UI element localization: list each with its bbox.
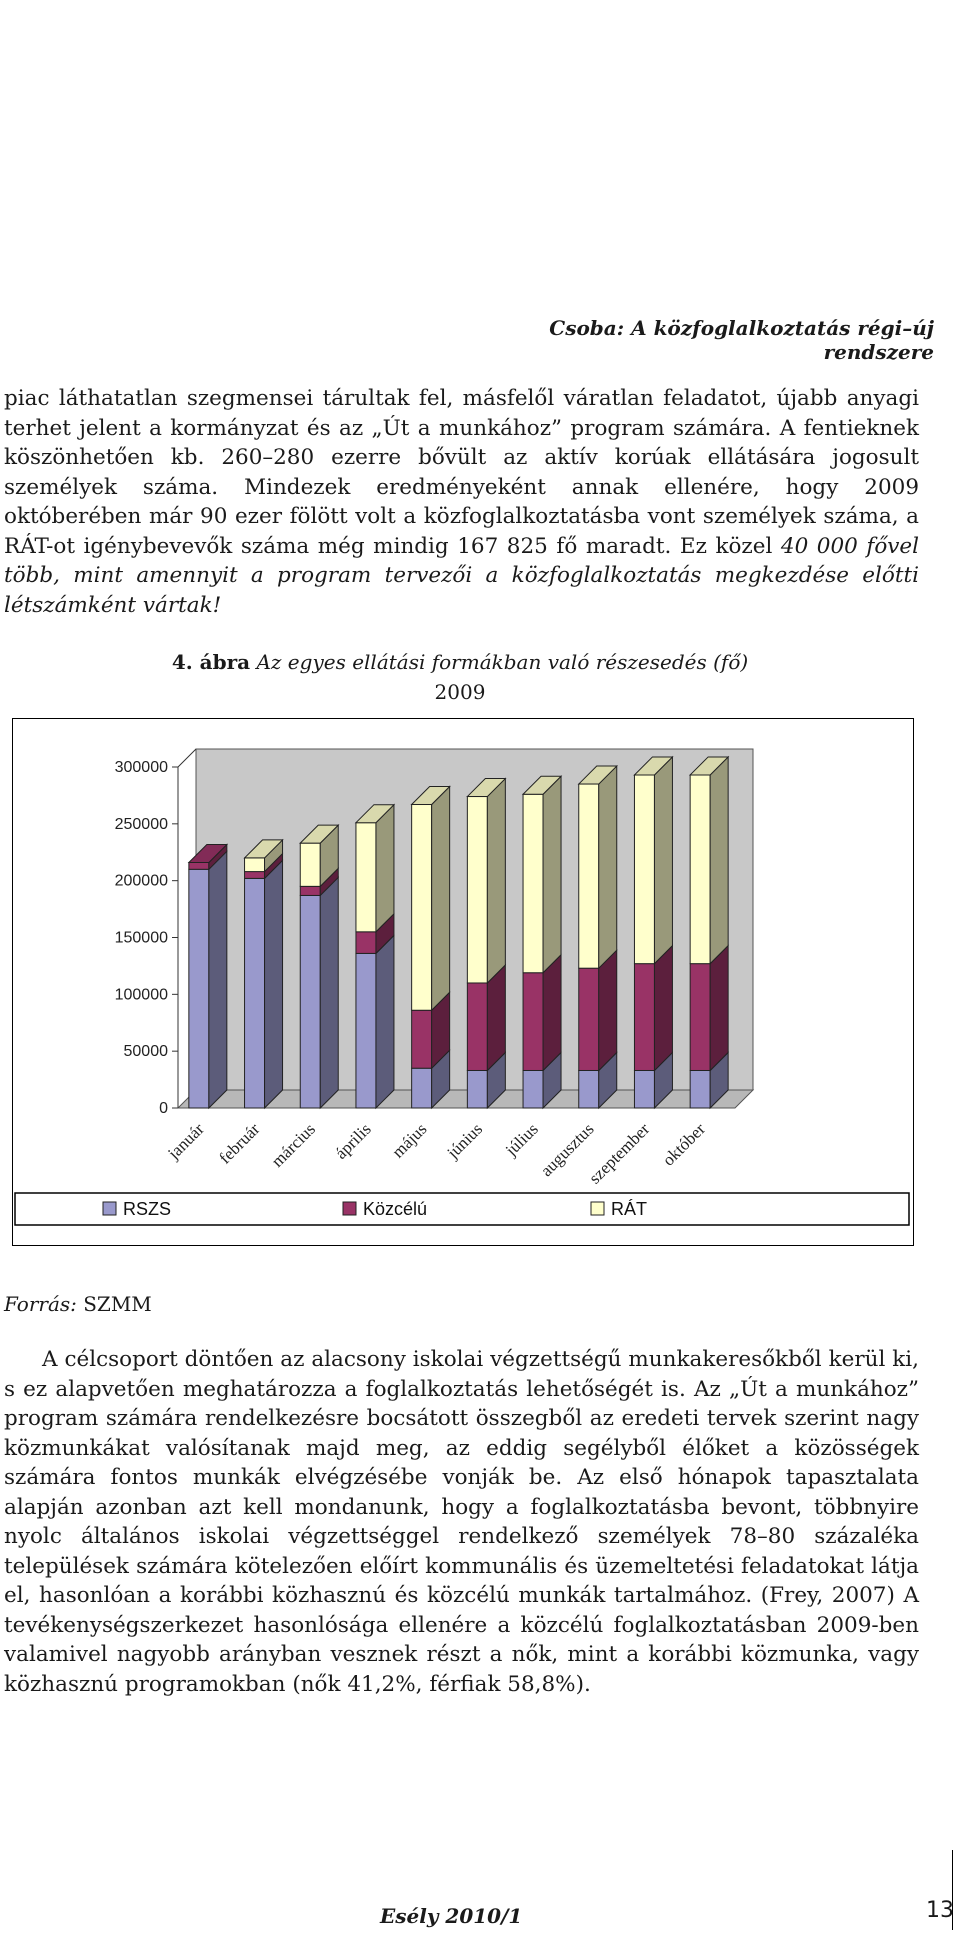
bar-side-rát: [709, 755, 729, 965]
bar-front-rszs: [633, 1069, 655, 1109]
bar-front-rát: [411, 804, 433, 1011]
bar-front-rát: [689, 774, 711, 965]
bar-front-rát: [299, 842, 321, 887]
bar-side-rát: [486, 777, 506, 985]
y-tick-label: 100000: [115, 986, 168, 1003]
x-category-label: február: [215, 1119, 263, 1167]
legend-label-rát: RÁT: [611, 1199, 647, 1219]
paragraph-1-text: piac láthatatlan szegmensei tárultak fel…: [4, 386, 919, 559]
legend-swatch-közcélú: [342, 1201, 357, 1216]
bar-side-rszs: [208, 850, 228, 1110]
page-edge-rule: [952, 1850, 953, 1930]
bar-top-face: [633, 756, 674, 776]
running-header: Csoba: A közfoglalkoztatás régi–új rends…: [549, 316, 934, 364]
figure-year: 2009: [434, 680, 486, 704]
y-tick-label: 0: [159, 1100, 168, 1117]
bar-top-face: [299, 824, 340, 844]
bar-top-face: [187, 843, 229, 863]
bar-front-rszs: [188, 868, 210, 1109]
source-line: Forrás: SZMM: [4, 1292, 152, 1316]
body-paragraph-2: A célcsoport döntően az alacsony iskolai…: [4, 1347, 919, 1697]
bar-side-rát: [375, 803, 395, 934]
bar-front-rát: [244, 857, 266, 873]
footer-journal: Esély 2010/1: [380, 1904, 523, 1928]
legend-label-közcélú: Közcélú: [363, 1199, 427, 1219]
figure-title: Az egyes ellátási formákban való részese…: [256, 650, 749, 674]
bar-front-közcélú: [244, 871, 266, 879]
y-tick-label: 250000: [115, 816, 168, 833]
source-value: SZMM: [83, 1292, 152, 1316]
bar-front-rszs: [689, 1069, 711, 1109]
bar-side-rát: [542, 775, 562, 974]
stacked-bar-chart: 0 50000 100000 150000 200000 250000 300000 janu…: [14, 748, 910, 1226]
bar-side-rszs: [264, 859, 284, 1110]
bar-front-közcélú: [299, 885, 321, 896]
bar-front-közcélú: [522, 972, 544, 1071]
x-category-label: október: [659, 1119, 709, 1169]
source-label: Forrás:: [4, 1292, 77, 1316]
y-tick-label: 200000: [115, 873, 168, 890]
figure-number: 4. ábra: [171, 650, 251, 674]
x-category-label: június: [443, 1119, 487, 1163]
x-category-label: május: [388, 1119, 430, 1161]
bar-front-rszs: [578, 1069, 600, 1109]
x-category-label: április: [331, 1119, 374, 1162]
y-tick-label: 300000: [115, 759, 168, 776]
y-axis-top-edge: [177, 748, 197, 768]
bar-top-face: [521, 775, 563, 795]
bar-top-face: [410, 786, 451, 806]
bar-front-rszs: [299, 894, 321, 1109]
bar-front-közcélú: [188, 861, 210, 870]
bar-front-rszs: [411, 1067, 433, 1109]
legend-label-rszs: RSZS: [123, 1199, 171, 1219]
bar-top-face: [354, 804, 396, 824]
bar-side-rát: [431, 785, 451, 1012]
chart-frame: 0 50000 100000 150000 200000 250000 300000 janu…: [12, 718, 914, 1246]
bar-top-face: [688, 756, 730, 776]
bar-side-rát: [598, 764, 618, 970]
bar-top-face: [466, 778, 507, 798]
bar-side-közcélú: [542, 953, 562, 1072]
y-tick-label: 150000: [115, 930, 168, 947]
bar-front-rszs: [244, 877, 266, 1109]
bar-front-közcélú: [689, 963, 711, 1071]
bar-side-rszs: [319, 876, 339, 1110]
bar-front-közcélú: [633, 963, 655, 1071]
bar-side-közcélú: [598, 948, 618, 1072]
bar-front-rát: [633, 774, 655, 965]
bar-front-közcélú: [578, 967, 600, 1071]
bar-side-közcélú: [653, 944, 673, 1072]
legend-box: [14, 1192, 910, 1226]
x-category-label: július: [501, 1119, 542, 1160]
bar-front-rát: [355, 822, 377, 933]
bar-side-rát: [653, 755, 673, 965]
bar-side-közcélú: [709, 944, 729, 1072]
figure-caption: 4. ábra Az egyes ellátási formákban való…: [0, 650, 920, 674]
x-category-label: szeptember: [585, 1119, 653, 1187]
bar-side-rszs: [375, 934, 395, 1110]
bar-front-közcélú: [411, 1009, 433, 1069]
bar-front-rszs: [522, 1069, 544, 1109]
bar-front-közcélú: [466, 982, 488, 1071]
bar-top-face: [577, 765, 618, 785]
bar-front-rszs: [466, 1069, 488, 1109]
legend-swatch-rszs: [102, 1201, 117, 1216]
bar-front-rát: [522, 793, 544, 974]
x-category-label: március: [268, 1119, 319, 1170]
paragraph-1-italic-text: 40 000 fővel több, mint amennyit a progr…: [4, 533, 920, 618]
bar-front-rát: [578, 783, 600, 969]
bar-top-face: [243, 839, 284, 859]
x-category-label: január: [163, 1119, 207, 1163]
bar-front-rát: [466, 796, 488, 984]
y-tick-label: 50000: [124, 1043, 169, 1060]
bar-front-rszs: [355, 952, 377, 1109]
bar-front-közcélú: [355, 931, 377, 954]
body-paragraph-1: piac láthatatlan szegmensei tárultak fel…: [4, 384, 919, 620]
page-number: 13: [926, 1898, 954, 1923]
legend-swatch-rát: [590, 1201, 605, 1216]
